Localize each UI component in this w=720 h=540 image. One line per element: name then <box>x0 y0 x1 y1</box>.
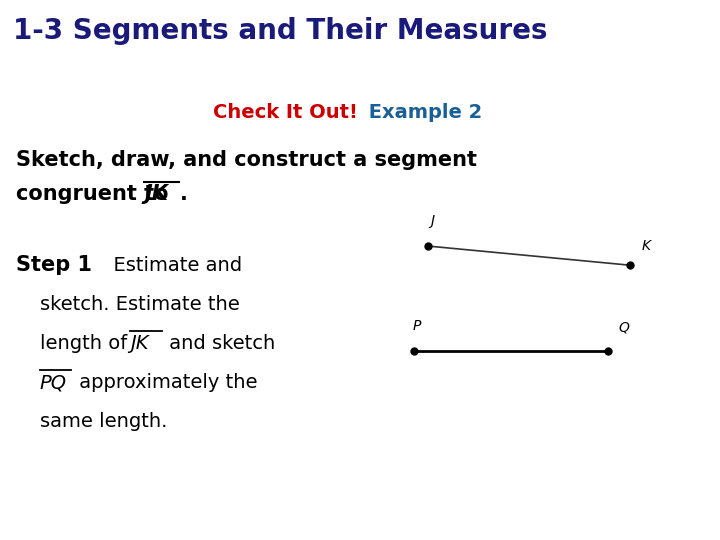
Text: and sketch: and sketch <box>163 334 276 353</box>
Text: J: J <box>431 214 435 228</box>
Text: sketch. Estimate the: sketch. Estimate the <box>40 295 239 314</box>
Text: Example 2: Example 2 <box>362 103 482 122</box>
Text: JK: JK <box>144 184 168 204</box>
Text: 1-3 Segments and Their Measures: 1-3 Segments and Their Measures <box>13 17 547 45</box>
Text: length of: length of <box>40 334 133 353</box>
Text: PQ: PQ <box>40 373 67 392</box>
Text: .: . <box>180 184 188 204</box>
Text: Check It Out!: Check It Out! <box>213 103 358 122</box>
Text: Sketch, draw, and construct a segment: Sketch, draw, and construct a segment <box>16 150 477 170</box>
Text: congruent to: congruent to <box>16 184 176 204</box>
Text: approximately the: approximately the <box>73 373 257 392</box>
Text: same length.: same length. <box>40 413 167 431</box>
Text: Estimate and: Estimate and <box>101 256 242 275</box>
Text: JK: JK <box>130 334 149 353</box>
Text: P: P <box>413 319 421 333</box>
Text: Step 1: Step 1 <box>16 255 92 275</box>
Text: Q: Q <box>618 321 630 334</box>
Text: K: K <box>642 239 650 253</box>
